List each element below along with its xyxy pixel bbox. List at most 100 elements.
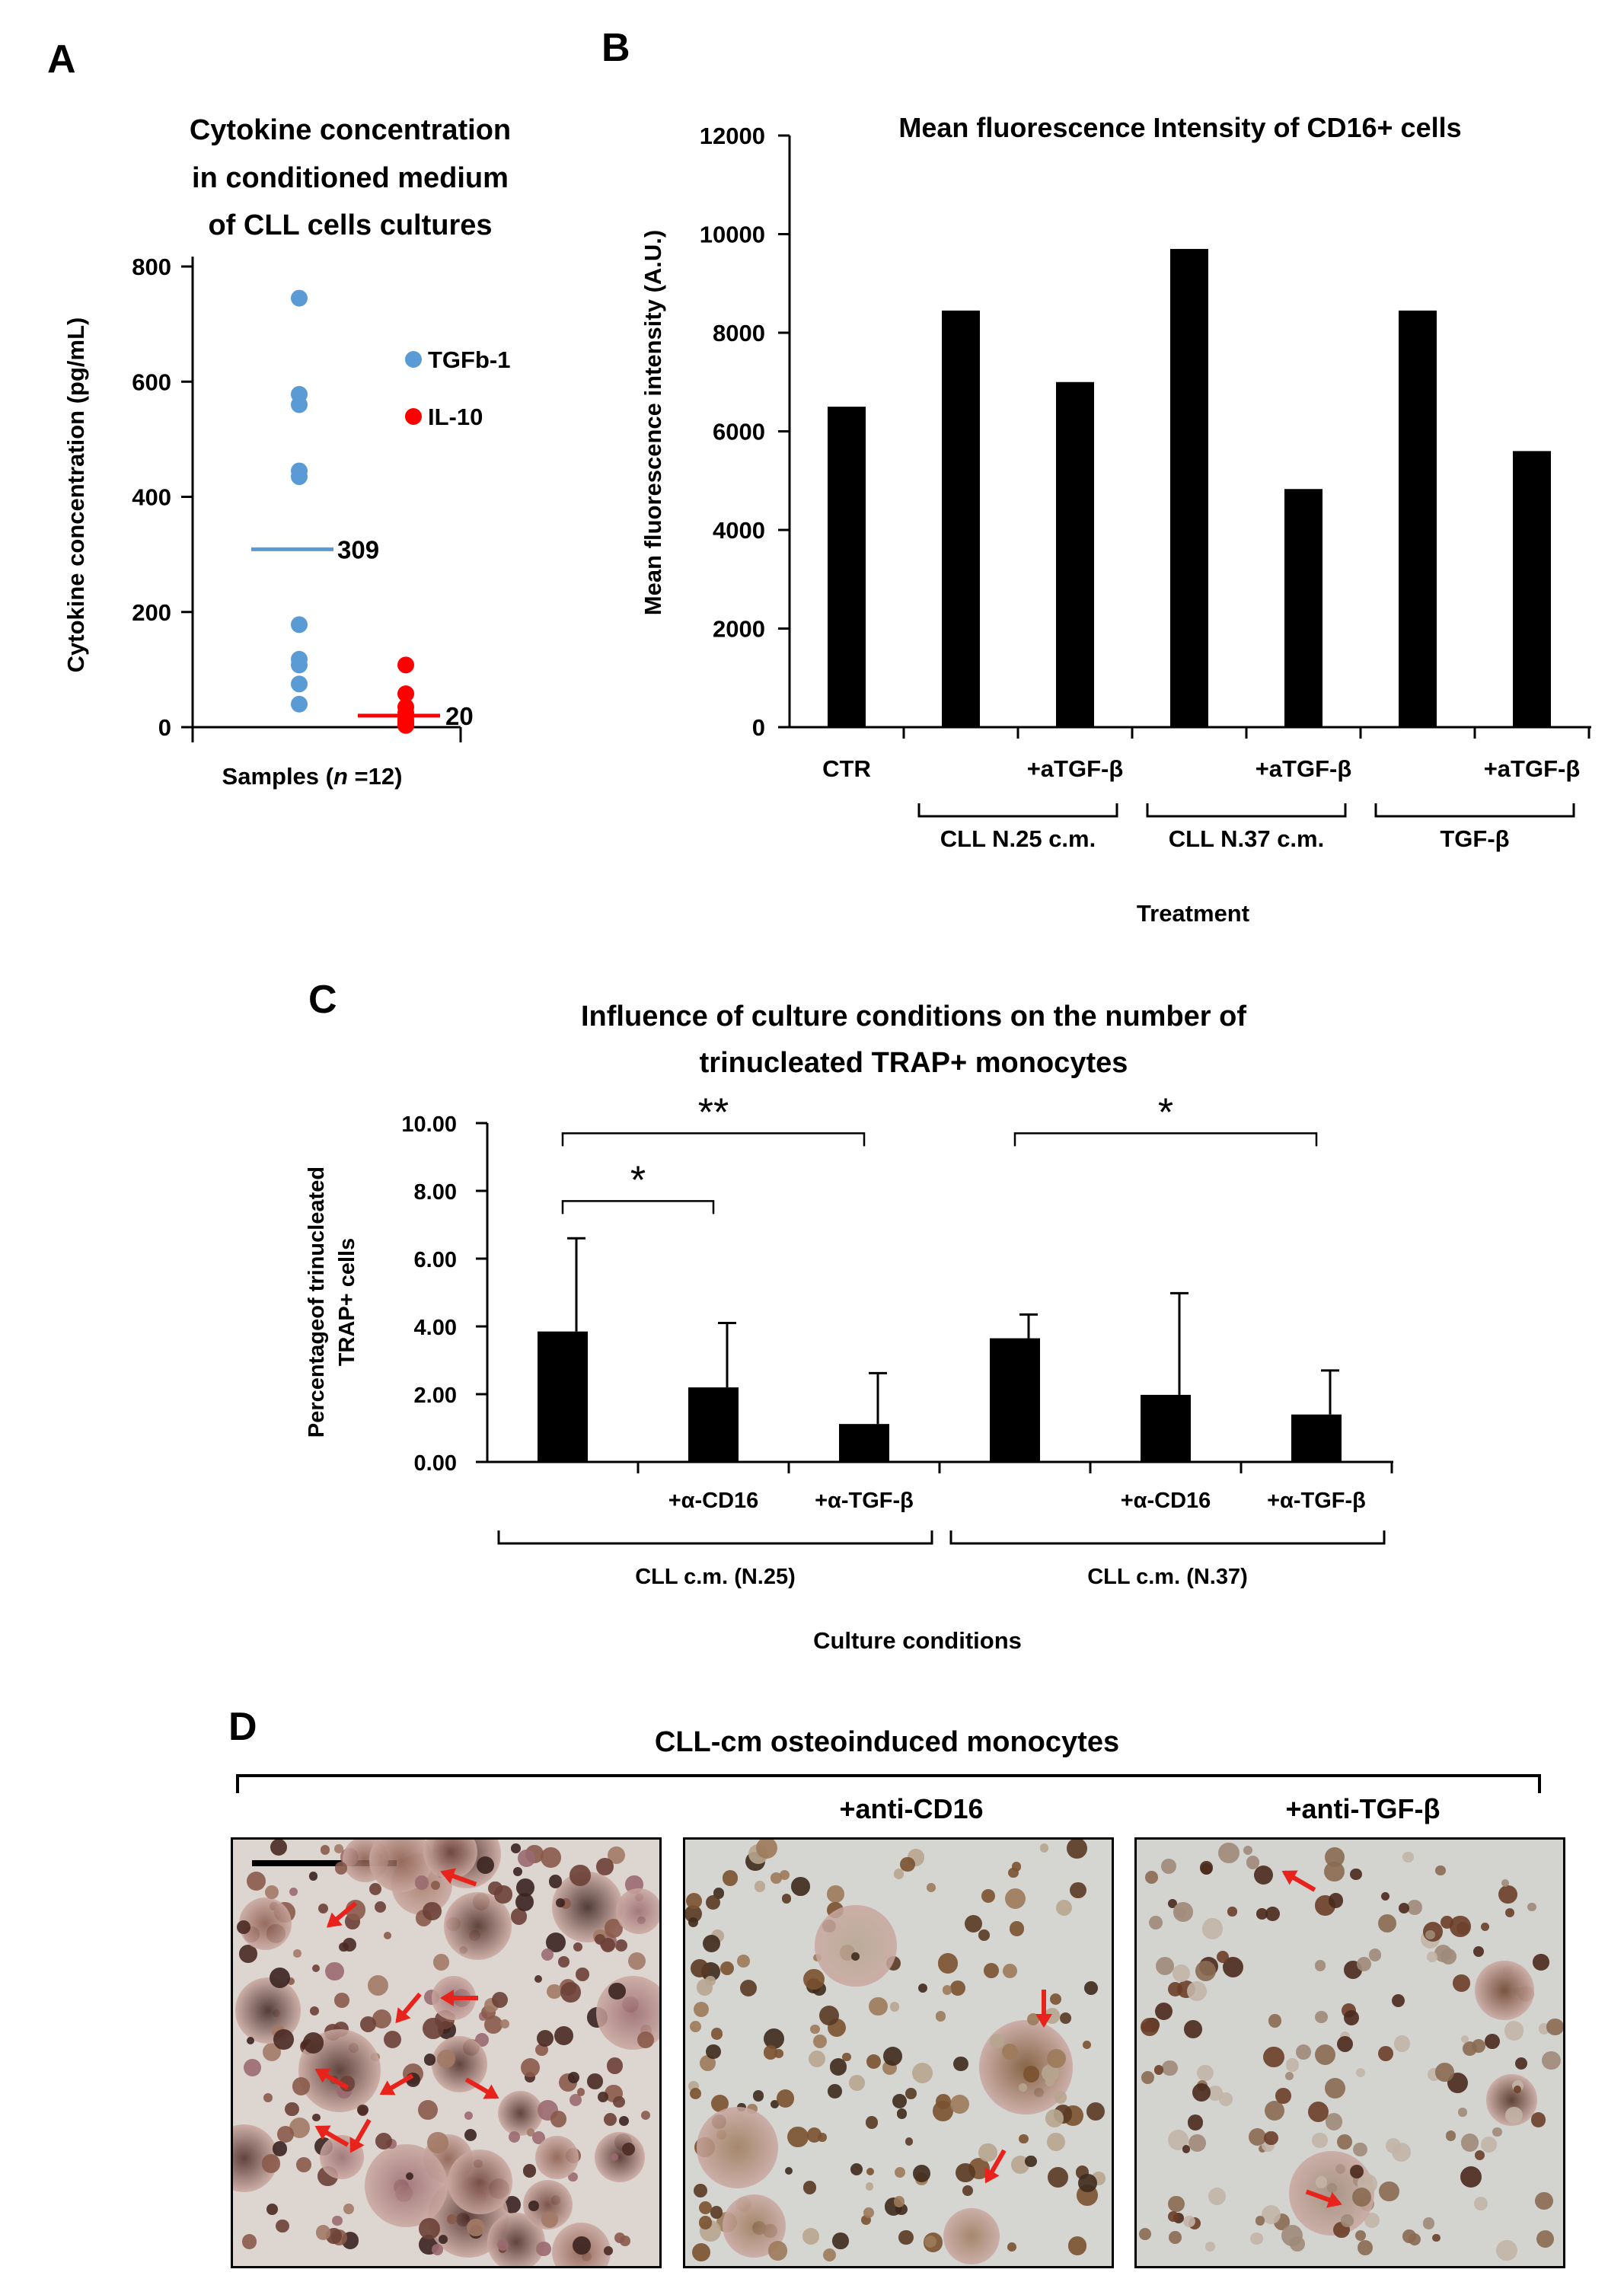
cell-blob (1199, 1861, 1214, 1875)
cell-blob (1296, 2044, 1312, 2060)
cell-blob (1480, 1922, 1489, 1932)
chart-a-point-il-10 (397, 717, 414, 734)
panel-label-a: A (47, 37, 76, 81)
cell-blob (818, 2006, 839, 2026)
cell-blob (1462, 2041, 1478, 2057)
cell-blob (315, 2225, 331, 2240)
cell-blob (1154, 2002, 1173, 2020)
cell-blob (1082, 2040, 1091, 2049)
cell-blob (1268, 2014, 1282, 2028)
cell-blob (427, 2132, 448, 2153)
cell-blob (1275, 2088, 1291, 2105)
chart-c-group-bracket (497, 1530, 933, 1545)
cell-blob (1385, 2137, 1402, 2154)
chart-b-bar (942, 310, 980, 727)
cell-blob (1393, 2035, 1411, 2052)
chart-c-categories: +α-CD16 +α-TGF-β +α-CD16 +α-TGF-β (668, 1489, 1366, 1513)
cell-blob (367, 1974, 388, 1996)
chart-b-ytick-label: 6000 (713, 419, 765, 445)
chart-a-legend-swatch (405, 408, 422, 425)
cell-blob (770, 2100, 779, 2109)
cell-blob (688, 1917, 699, 1928)
cell-blob (415, 1875, 429, 1890)
cell-blob (815, 1904, 897, 1987)
cell-blob (569, 2093, 582, 2106)
cell-blob (369, 1883, 382, 1895)
cell-blob (706, 2044, 721, 2060)
cell-blob (446, 2213, 458, 2225)
cell-blob (1025, 2155, 1038, 2168)
cell-blob (1475, 1961, 1534, 2020)
cell-blob (320, 1845, 330, 1856)
cell-blob (423, 2018, 445, 2039)
cell-blob (719, 1961, 735, 1976)
cell-blob (1284, 2072, 1294, 2081)
chart-c-xlabel: Culture conditions (813, 1627, 1022, 1654)
cell-blob (597, 2092, 608, 2103)
chart-c-significance-bracket (561, 1200, 715, 1214)
chart-c-group-bracket (949, 1530, 1386, 1545)
cell-blob (776, 2089, 795, 2108)
cell-blob (587, 2073, 603, 2089)
cell-blob (1067, 2236, 1087, 2256)
cell-blob (1356, 1956, 1371, 1971)
cell-blob (616, 1888, 659, 1935)
cell-blob (1153, 2065, 1164, 2076)
cell-blob (311, 2113, 321, 2122)
cell-blob (496, 2239, 509, 2251)
cell-blob (689, 2020, 701, 2032)
chart-a-xlabel-prefix: Samples ( (222, 763, 334, 790)
cell-blob (277, 2125, 295, 2143)
chart-a-ytick-label: 0 (158, 714, 171, 741)
cell-blob (1265, 1907, 1281, 1922)
cell-blob (1533, 1954, 1549, 1971)
cell-blob (1536, 2229, 1555, 2248)
cell-blob (555, 1898, 565, 1908)
cell-blob (511, 1843, 521, 1853)
cell-blob (325, 1961, 344, 1980)
cell-blob (606, 2057, 624, 2074)
cell-blob (1045, 2109, 1064, 2128)
chart-a: Cytokine concentration in conditioned me… (62, 114, 511, 790)
cell-blob (572, 2236, 591, 2255)
cell-blob (786, 2126, 809, 2148)
cell-blob (1173, 1964, 1190, 1982)
chart-b-group-label: TGF-β (1440, 825, 1509, 852)
chart-c-category-label: +α-TGF-β (1267, 1489, 1366, 1513)
cell-blob (1435, 2063, 1454, 2082)
chart-a-legend-label: IL-10 (428, 404, 483, 430)
cell-blob (935, 2011, 946, 2022)
cell-blob (1243, 1846, 1253, 1856)
cell-blob (1250, 2232, 1264, 2245)
cell-blob (641, 2110, 651, 2120)
cell-blob (829, 2058, 847, 2076)
chart-a-point-tgfb-1 (291, 656, 308, 674)
cell-blob (365, 2144, 448, 2228)
cell-blob (699, 2055, 716, 2072)
cell-blob (423, 1901, 442, 1921)
cell-blob (1195, 1960, 1217, 1982)
cell-blob (1358, 2240, 1374, 2255)
chart-b-groups: CLL N.25 c.m. CLL N.37 c.m. TGF-β (917, 803, 1575, 852)
chart-b-ylabel: Mean fluorescence intensity (A.U.) (640, 230, 666, 615)
chart-b-ytick-label: 4000 (713, 517, 765, 544)
chart-b-bar (1513, 451, 1551, 727)
cell-blob (273, 2029, 294, 2050)
cell-blob (698, 2216, 712, 2229)
cell-blob (1350, 1868, 1362, 1880)
cell-blob (613, 2095, 625, 2108)
cell-blob (1141, 2071, 1154, 2084)
cell-blob (292, 2077, 310, 2095)
cell-blob (1054, 2091, 1067, 2104)
chart-b-categories: CTR +aTGF-β +aTGF-β +aTGF-β (822, 755, 1580, 782)
cell-blob (863, 2207, 875, 2219)
cell-blob (535, 2136, 579, 2180)
cell-blob (898, 2229, 914, 2245)
chart-c-significance-label: * (630, 1158, 646, 1202)
cell-blob (1504, 2021, 1524, 2041)
chart-c-category-label: +α-CD16 (1121, 1489, 1211, 1513)
cell-blob (942, 1985, 952, 1995)
cell-blob (1312, 2132, 1328, 2148)
cell-blob (600, 1938, 615, 1953)
cell-blob (308, 1872, 318, 1881)
